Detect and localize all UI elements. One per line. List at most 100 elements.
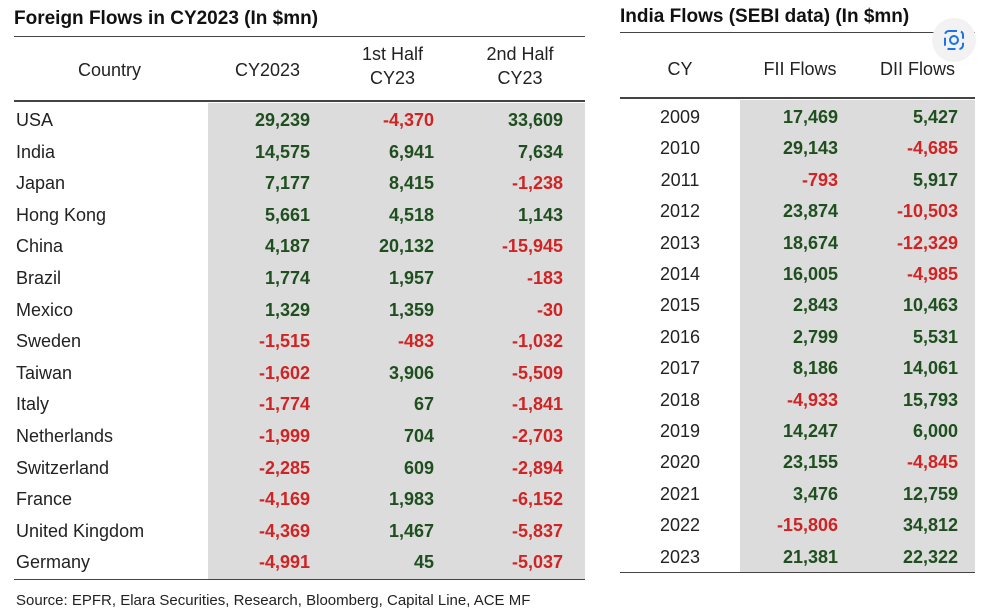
cell-value: 7,177 <box>264 173 310 194</box>
row-label: 2010 <box>659 138 701 159</box>
row-label: 2014 <box>659 264 701 284</box>
cell-value: -10,503 <box>896 201 958 222</box>
cell-value: 1,143 <box>517 204 563 225</box>
cell-value: 14,575 <box>254 141 310 162</box>
cell-value: -2,285 <box>258 457 310 478</box>
cell-value: 29,143 <box>782 138 838 159</box>
cell-value: 14,247 <box>782 421 838 441</box>
cell-value: -4,845 <box>906 452 958 473</box>
cell-value: -12,329 <box>896 232 958 253</box>
column-header: Country <box>77 60 142 80</box>
cell-value: 5,427 <box>912 107 958 127</box>
cell-value: 3,476 <box>792 483 838 504</box>
row-label: Italy <box>16 394 50 415</box>
row-label: 2015 <box>659 295 701 316</box>
cell-value: 3,906 <box>388 362 434 383</box>
rule <box>620 97 975 99</box>
cell-value: -5,509 <box>511 362 563 383</box>
lens-icon[interactable] <box>930 16 978 64</box>
cell-value: 5,917 <box>912 169 958 190</box>
cell-value: 4,518 <box>388 204 434 225</box>
cell-value: -1,515 <box>258 331 310 352</box>
cell-value: 12,759 <box>902 483 958 504</box>
cell-value: 20,132 <box>378 236 434 257</box>
cell-value: 5,661 <box>264 204 310 225</box>
rule <box>620 572 975 573</box>
cell-value: 10,463 <box>902 295 958 316</box>
cell-value: -4,685 <box>906 138 958 159</box>
cell-value: 704 <box>403 426 434 446</box>
cell-value: 34,812 <box>902 515 958 536</box>
source: Source: EPFR, Elara Securities, Research… <box>16 592 531 609</box>
rule <box>620 32 975 33</box>
cell-value: -1,032 <box>511 331 563 352</box>
cell-value: 45 <box>413 552 434 573</box>
row-label: 2009 <box>659 107 701 127</box>
cell-value: 1,774 <box>264 268 310 288</box>
cell-value: 609 <box>403 457 434 478</box>
column-header: CY2023 <box>234 60 301 80</box>
cell-value: 1,983 <box>388 489 434 510</box>
cell-value: 33,609 <box>507 110 563 130</box>
row-label: USA <box>16 110 54 130</box>
cell-value: 21,381 <box>782 546 838 567</box>
cell-value: 8,186 <box>792 358 838 379</box>
cell-value: 1,329 <box>264 299 310 320</box>
row-label: 2018 <box>659 389 701 410</box>
rule <box>14 36 585 37</box>
row-label: Netherlands <box>16 426 114 446</box>
row-label: Germany <box>16 552 91 573</box>
cell-value: 14,061 <box>902 358 958 379</box>
shade <box>208 103 585 579</box>
row-label: 2011 <box>660 169 700 190</box>
cell-value: 18,674 <box>782 232 838 253</box>
cell-value: 67 <box>413 394 434 415</box>
row-label: Taiwan <box>16 362 73 383</box>
column-header: FII Flows <box>763 59 837 79</box>
row-label: 2020 <box>659 452 701 473</box>
cell-value: -2,703 <box>511 426 563 446</box>
row-label: 2023 <box>659 546 701 567</box>
column-header: DII Flows <box>879 59 955 79</box>
cell-value: -6,152 <box>511 489 563 510</box>
cell-value: -2,894 <box>511 457 563 478</box>
right-title: India Flows (SEBI data) (In $mn) <box>620 6 910 27</box>
cell-value: -793 <box>801 169 838 190</box>
row-label: United Kingdom <box>16 520 145 541</box>
row-label: 2021 <box>659 483 701 504</box>
row-label: 2016 <box>659 326 701 347</box>
cell-value: 6,941 <box>388 141 434 162</box>
row-label: Japan <box>16 173 66 194</box>
cell-value: 8,415 <box>388 173 434 194</box>
cell-value: -4,933 <box>786 389 838 410</box>
cell-value: -30 <box>536 299 563 320</box>
cell-value: -15,806 <box>776 515 838 536</box>
row-label: 2013 <box>659 232 701 253</box>
column-header: 1st Half CY23 <box>361 44 424 88</box>
cell-value: 1,467 <box>388 520 434 541</box>
cell-value: 16,005 <box>782 264 838 284</box>
cell-value: 7,634 <box>517 141 563 162</box>
row-label: Switzerland <box>16 457 110 478</box>
column-header: 2nd Half CY23 <box>486 44 554 88</box>
cell-value: 5,531 <box>912 326 958 347</box>
column-header: CY <box>667 59 693 79</box>
left-title: Foreign Flows in CY2023 (In $mn) <box>14 8 319 29</box>
cell-value: -4,369 <box>258 520 310 541</box>
cell-value: 4,187 <box>264 236 310 257</box>
cell-value: 2,843 <box>792 295 838 316</box>
row-label: 2019 <box>659 421 701 441</box>
cell-value: -5,037 <box>511 552 563 573</box>
row-label: 2012 <box>659 201 701 222</box>
cell-value: 29,239 <box>254 110 310 130</box>
cell-value: -15,945 <box>501 236 563 257</box>
rule <box>14 100 585 102</box>
row-label: 2022 <box>659 515 701 536</box>
row-label: India <box>16 141 56 162</box>
cell-value: -1,841 <box>511 394 563 415</box>
cell-value: -4,370 <box>382 110 434 130</box>
cell-value: -183 <box>526 268 563 288</box>
cell-value: -1,774 <box>258 394 310 415</box>
cell-value: -1,999 <box>258 426 310 446</box>
row-label: Brazil <box>16 268 62 288</box>
